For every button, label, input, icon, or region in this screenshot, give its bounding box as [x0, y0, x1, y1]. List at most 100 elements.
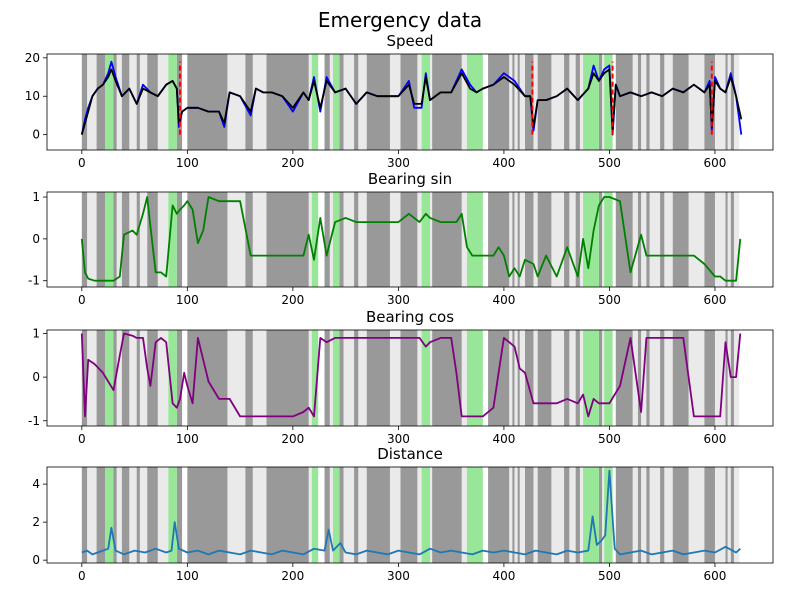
band-light: [649, 54, 661, 150]
panel-3: 0 100 200 300 400 500 600 -1 0 1 Bearing cos: [28, 308, 774, 446]
band-dark: [339, 467, 344, 563]
panel-title: Distance: [377, 445, 443, 463]
band-dark: [564, 330, 570, 426]
band-light: [649, 192, 661, 287]
series-line-bearing-sin: [80, 196, 742, 282]
x-tick-label: 600: [704, 156, 727, 170]
band-light: [569, 330, 576, 426]
band-green: [421, 330, 431, 426]
band-dark: [660, 192, 665, 287]
band-light: [252, 192, 267, 287]
band-dark: [81, 467, 88, 563]
band-green: [604, 54, 613, 150]
band-dark: [488, 467, 510, 563]
band-dark: [704, 467, 715, 563]
band-green: [311, 192, 319, 287]
band-dark: [113, 467, 117, 563]
band-light: [514, 330, 518, 426]
band-dark: [488, 192, 510, 287]
y-tick-label: 0: [32, 128, 40, 142]
band-dark: [730, 192, 734, 287]
band-light: [461, 54, 467, 150]
band-dark: [488, 54, 510, 150]
band-light: [157, 192, 169, 287]
band-light: [87, 54, 97, 150]
band-green: [168, 467, 177, 563]
band-dark: [400, 467, 418, 563]
band-light: [641, 54, 647, 150]
band-light: [688, 54, 705, 150]
band-light: [389, 192, 401, 287]
band-light: [139, 467, 148, 563]
band-light: [632, 54, 638, 150]
band-light: [533, 330, 538, 426]
band-light: [430, 192, 433, 287]
band-light: [727, 192, 731, 287]
band-green: [311, 467, 319, 563]
band-dark: [432, 467, 462, 563]
band-green: [311, 54, 319, 150]
band-light: [551, 467, 565, 563]
band-light: [227, 54, 246, 150]
band-light: [430, 54, 433, 150]
band-green: [332, 330, 340, 426]
band-light: [389, 467, 401, 563]
band-dark: [672, 467, 689, 563]
band-dark: [400, 192, 418, 287]
band-dark: [637, 54, 642, 150]
band-dark: [525, 54, 534, 150]
band-light: [461, 467, 467, 563]
band-dark: [615, 467, 633, 563]
y-tick-label: 0: [32, 232, 40, 246]
band-dark: [81, 330, 88, 426]
band-dark: [598, 54, 603, 150]
band-light: [688, 330, 705, 426]
band-dark: [147, 467, 158, 563]
band-dark: [537, 330, 552, 426]
x-tick-label: 100: [176, 432, 199, 446]
band-dark: [646, 54, 650, 150]
plot-area: [81, 467, 741, 563]
panel-title: Speed: [386, 32, 433, 50]
band-dark: [324, 192, 330, 287]
series-line-bearing-cos: [80, 332, 742, 418]
band-light: [87, 330, 97, 426]
band-light: [714, 467, 726, 563]
x-tick-label: 400: [492, 432, 515, 446]
band-green: [332, 192, 340, 287]
band-light: [252, 330, 267, 426]
x-tick-label: 300: [387, 569, 410, 583]
band-dark: [525, 192, 534, 287]
x-tick-label: 500: [598, 156, 621, 170]
x-tick-label: 400: [492, 293, 515, 307]
band-light: [519, 330, 526, 426]
band-light: [664, 467, 673, 563]
band-dark: [672, 192, 689, 287]
band-light: [519, 192, 526, 287]
band-light: [688, 467, 705, 563]
band-green: [583, 192, 599, 287]
band-light: [509, 192, 513, 287]
band-light: [602, 467, 605, 563]
band-light: [509, 330, 513, 426]
band-dark: [176, 330, 183, 426]
band-dark: [96, 192, 106, 287]
band-dark: [704, 330, 715, 426]
plot-area: [80, 54, 743, 150]
band-light: [129, 330, 137, 426]
band-light: [632, 330, 638, 426]
band-green: [583, 54, 599, 150]
band-dark: [354, 192, 359, 287]
band-light: [602, 192, 605, 287]
band-light: [87, 192, 97, 287]
band-dark: [121, 54, 130, 150]
figure-title: Emergency data: [317, 8, 483, 32]
panel-title: Bearing sin: [368, 170, 452, 188]
band-dark: [366, 330, 390, 426]
band-light: [358, 467, 367, 563]
axes-frame: [46, 466, 774, 564]
band-dark: [512, 330, 515, 426]
panel-1: 0 100 200 300 400 500 600 0 10 20 Speed: [25, 32, 774, 170]
band-light: [733, 330, 740, 426]
band-light: [551, 54, 565, 150]
